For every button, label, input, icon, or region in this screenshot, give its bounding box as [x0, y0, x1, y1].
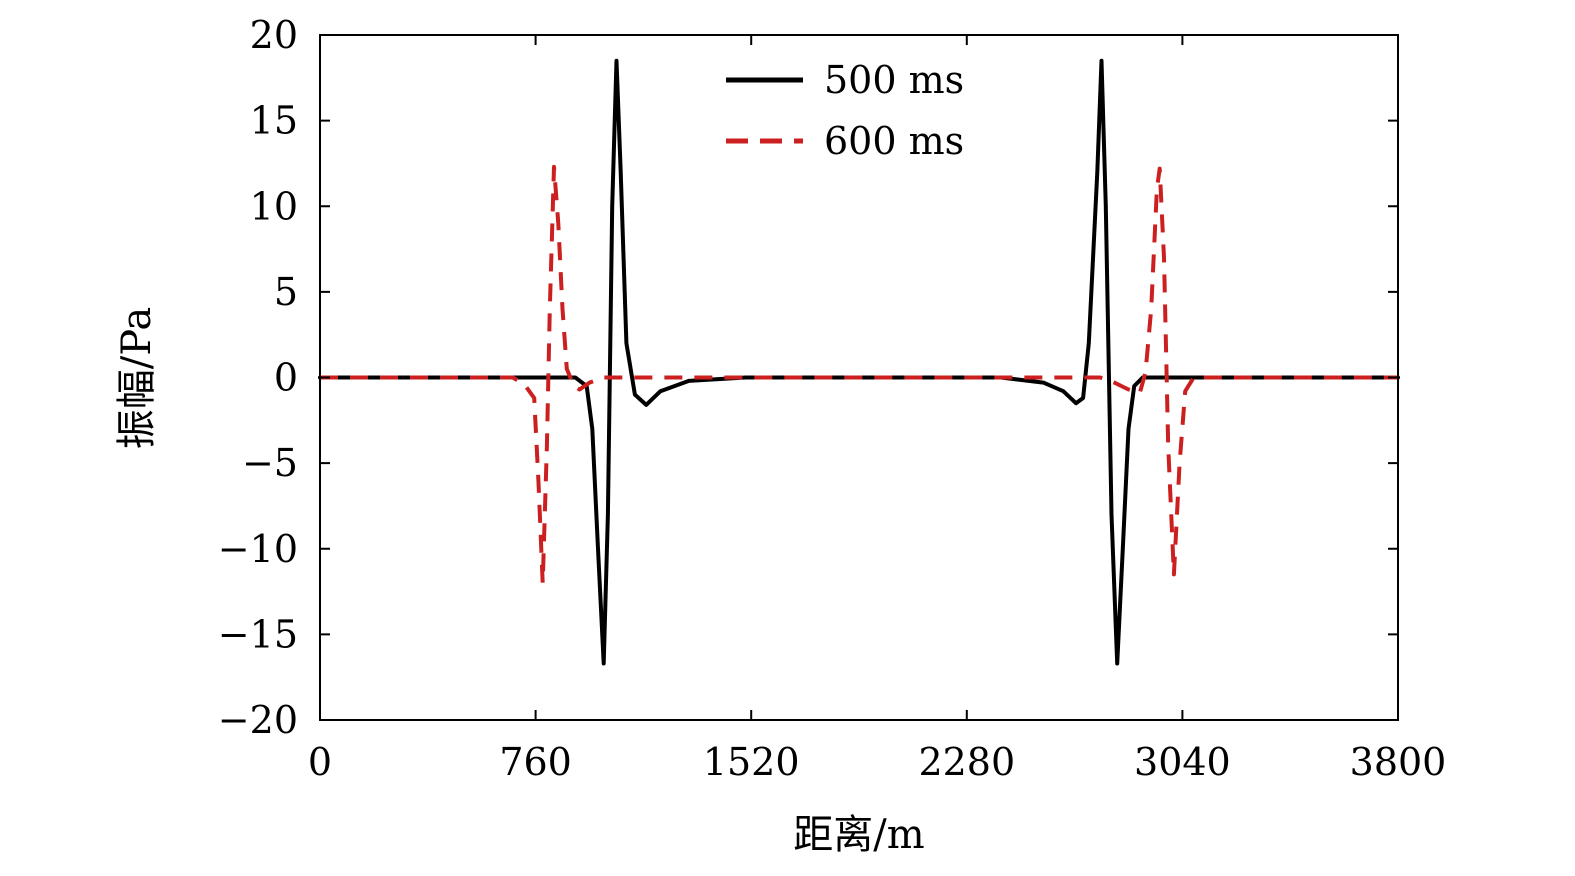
x-tick-label: 760 — [499, 740, 572, 784]
legend-label-600ms: 600 ms — [824, 119, 964, 163]
y-axis-title: 振幅/Pa — [114, 307, 160, 449]
x-tick-label: 3040 — [1134, 740, 1231, 784]
tick-labels: 0 760 1520 2280 3040 3800 20 15 10 5 0 −5 −10 −15 −20 — [218, 13, 1447, 784]
x-tick-label: 3800 — [1350, 740, 1447, 784]
legend: 500 ms 600 ms — [726, 58, 964, 163]
x-tick-label: 0 — [308, 740, 332, 784]
y-tick-label: 5 — [274, 270, 298, 314]
y-tick-label: 0 — [274, 356, 298, 400]
y-tick-label: 10 — [250, 184, 298, 228]
x-axis-title: 距离/m — [793, 812, 924, 858]
y-tick-label: −10 — [218, 527, 298, 571]
axis-ticks — [319, 34, 1399, 721]
y-tick-label: −20 — [218, 698, 298, 742]
x-tick-label: 2280 — [918, 740, 1015, 784]
x-tick-label: 1520 — [703, 740, 800, 784]
legend-label-500ms: 500 ms — [824, 58, 964, 102]
plot-lines — [318, 58, 1400, 666]
y-tick-label: 15 — [250, 99, 298, 143]
y-tick-label: 20 — [250, 13, 298, 57]
y-tick-label: −5 — [242, 441, 298, 485]
y-tick-label: −15 — [218, 612, 298, 656]
